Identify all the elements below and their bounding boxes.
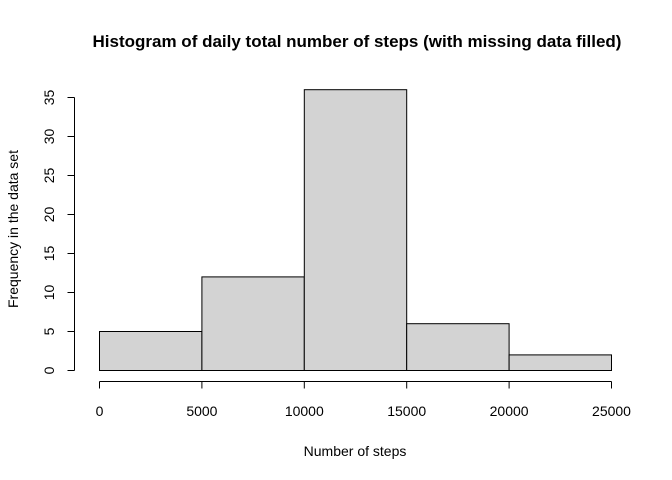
histogram-bar-0 bbox=[99, 331, 203, 371]
histogram-bar-3 bbox=[406, 323, 510, 372]
y-tick-label-0: 0 bbox=[41, 366, 57, 374]
y-tick-label-3: 15 bbox=[41, 246, 57, 262]
y-tick-label-6: 30 bbox=[41, 129, 57, 145]
x-tick-label-0: 0 bbox=[96, 403, 104, 419]
x-tick-label-5: 25000 bbox=[592, 403, 631, 419]
y-tick-label-4: 20 bbox=[41, 207, 57, 223]
y-tick-label-1: 5 bbox=[41, 327, 57, 335]
bars-group bbox=[99, 89, 613, 372]
x-axis: 0 5000 10000 15000 20000 25000 bbox=[96, 381, 631, 419]
histogram-bar-2 bbox=[303, 89, 408, 371]
y-axis: 0 5 10 15 20 25 30 35 bbox=[41, 90, 75, 374]
x-tick-label-3: 15000 bbox=[387, 403, 426, 419]
y-axis-label: Frequency in the data set bbox=[5, 150, 21, 308]
y-tick-label-2: 10 bbox=[41, 285, 57, 301]
x-tick-label-1: 5000 bbox=[186, 403, 217, 419]
histogram-bar-1 bbox=[201, 276, 305, 371]
histogram-bar-4 bbox=[508, 354, 613, 371]
x-axis-label: Number of steps bbox=[304, 443, 407, 459]
x-tick-label-4: 20000 bbox=[490, 403, 529, 419]
x-tick-label-2: 10000 bbox=[285, 403, 324, 419]
y-tick-label-7: 35 bbox=[41, 90, 57, 106]
y-tick-label-5: 25 bbox=[41, 168, 57, 184]
chart-title: Histogram of daily total number of steps… bbox=[93, 32, 622, 51]
